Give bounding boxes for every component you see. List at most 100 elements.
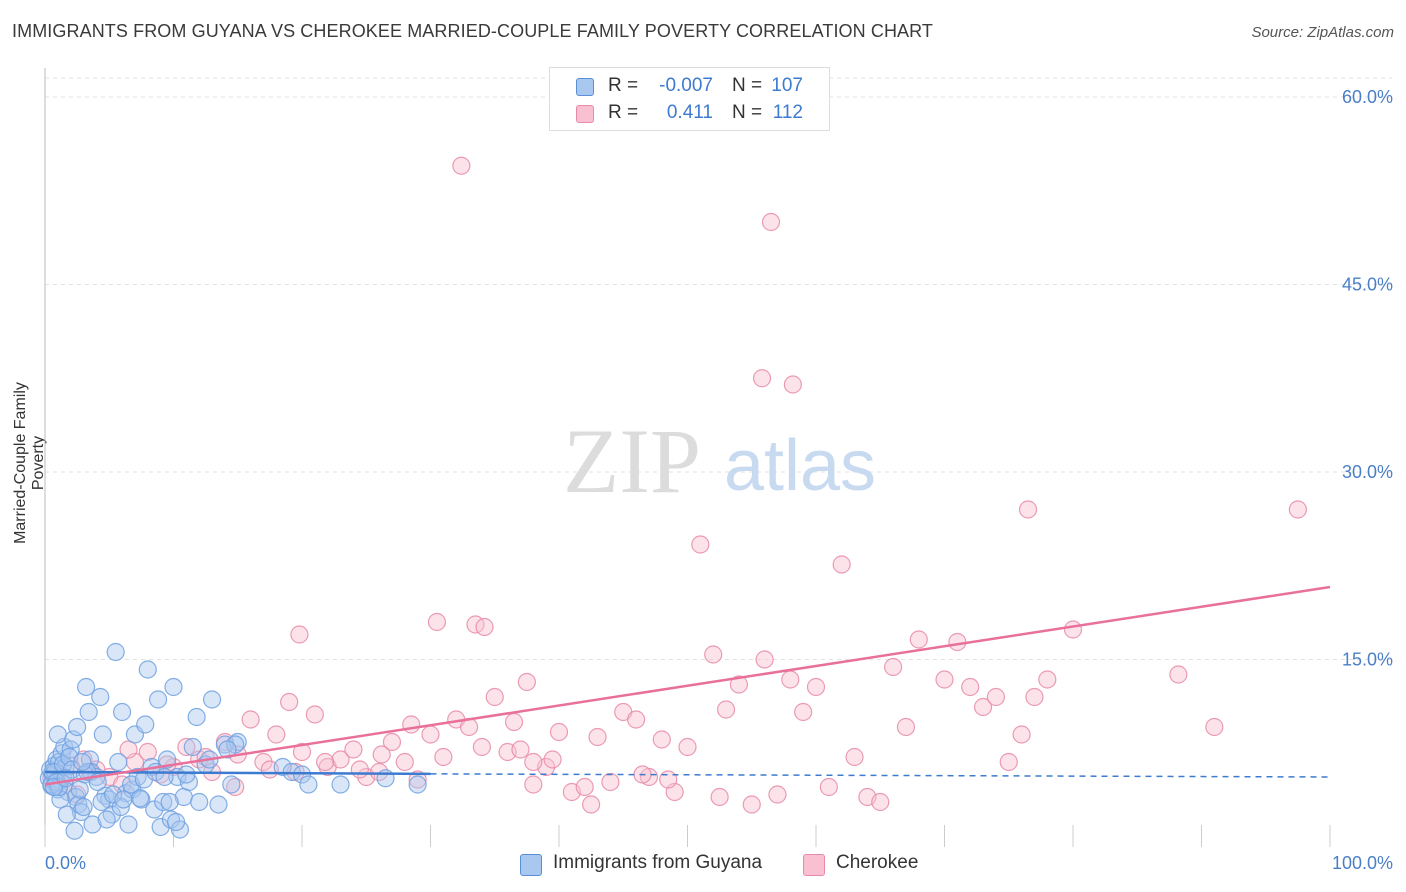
data-point-guyana (155, 767, 174, 787)
data-point-guyana (104, 785, 123, 804)
correlation-legend: R = -0.007 N = 107 R = 0.411 N = 112 (549, 67, 830, 131)
data-point-cherokee (1018, 500, 1038, 519)
data-point-guyana (136, 715, 155, 734)
data-point-cherokee (935, 670, 954, 689)
n-label: N = (732, 75, 763, 96)
data-point-cherokee (177, 737, 196, 757)
data-point-cherokee (472, 737, 491, 757)
data-point-cherokee (819, 777, 838, 797)
data-point-guyana (65, 821, 84, 840)
data-point-guyana (190, 792, 209, 812)
data-point-guyana (154, 792, 173, 812)
data-point-guyana (68, 717, 87, 737)
data-point-cherokee (909, 630, 928, 649)
watermark-zip: ZIP (563, 410, 701, 512)
data-point-cherokee (119, 740, 138, 759)
data-point-guyana (93, 725, 112, 744)
data-point-cherokee (290, 625, 309, 644)
data-point-cherokee (659, 770, 678, 789)
data-point-guyana (187, 707, 206, 727)
data-point-cherokee (752, 369, 772, 388)
watermark: ZIP atlas (563, 410, 876, 512)
r-value: -0.007 (659, 75, 713, 96)
data-point-cherokee (395, 752, 414, 772)
data-point-cherokee (948, 632, 967, 652)
data-point-guyana (57, 805, 76, 824)
legend-row-cherokee: R = 0.411 N = 112 (550, 100, 829, 126)
data-point-cherokee (678, 737, 697, 757)
y-tick-label: 15.0% (1342, 650, 1393, 670)
data-point-cherokee (267, 725, 286, 744)
data-point-cherokee (1288, 500, 1307, 519)
data-point-cherokee (601, 772, 620, 792)
n-value: 107 (771, 75, 803, 96)
tick-labels: 15.0% 30.0% 45.0% 60.0% 0.0% 100.0% (45, 87, 1393, 873)
data-point-cherokee (999, 752, 1018, 772)
data-point-cherokee (254, 752, 273, 772)
data-point-cherokee (511, 740, 530, 759)
data-point-guyana (109, 752, 128, 772)
data-point-cherokee (350, 760, 369, 779)
chart-title: IMMIGRANTS FROM GUYANA VS CHEROKEE MARRI… (12, 21, 934, 41)
data-point-guyana (83, 815, 102, 834)
data-point-cherokee (421, 725, 440, 744)
data-point-cherokee (344, 740, 363, 759)
data-point-cherokee (871, 792, 890, 812)
source-credit: Source: ZipAtlas.com (1251, 24, 1394, 41)
data-point-cherokee (716, 700, 736, 719)
data-point-cherokee (524, 752, 543, 772)
data-point-cherokee (504, 712, 524, 732)
data-point-guyana (106, 642, 125, 662)
data-point-cherokee (986, 687, 1006, 707)
x-tick-label: 100.0% (1332, 853, 1393, 873)
data-point-cherokee (768, 785, 787, 804)
n-value: 112 (772, 102, 803, 123)
data-point-guyana (160, 792, 179, 812)
data-point-cherokee (485, 687, 504, 707)
data-point-cherokee (524, 775, 543, 794)
data-point-cherokee (742, 795, 761, 814)
data-point-cherokee (241, 710, 260, 729)
data-point-cherokee (452, 156, 471, 175)
data-point-guyana (114, 790, 133, 809)
watermark-atlas: atlas (724, 426, 876, 506)
legend-label: Cherokee (836, 852, 919, 873)
swatch-guyana (520, 854, 542, 876)
data-point-guyana (132, 790, 151, 809)
data-point-cherokee (316, 752, 335, 772)
data-point-cherokee (783, 375, 802, 394)
r-value: 0.411 (666, 102, 713, 123)
data-point-cherokee (806, 677, 826, 697)
data-point-cherokee (402, 715, 421, 734)
data-point-guyana (177, 765, 196, 784)
data-point-cherokee (1012, 725, 1031, 744)
data-point-cherokee (280, 692, 299, 712)
data-point-guyana (218, 740, 237, 759)
data-point-cherokee (575, 777, 594, 797)
data-point-cherokee (626, 710, 646, 729)
gridlines (45, 77, 1392, 660)
data-point-guyana (97, 810, 116, 829)
data-point-guyana (77, 677, 96, 697)
data-point-guyana (119, 815, 138, 834)
data-point-cherokee (588, 727, 607, 747)
swatch-cherokee (803, 854, 825, 876)
data-point-guyana (299, 775, 318, 794)
data-point-cherokee (582, 795, 601, 814)
data-point-guyana (138, 660, 157, 679)
trend-line-guyana-extension (430, 773, 1331, 778)
data-point-guyana (376, 769, 395, 788)
data-point-cherokee (1025, 687, 1044, 707)
r-label: R = (608, 102, 639, 123)
data-point-cherokee (1205, 717, 1224, 737)
data-point-cherokee (652, 730, 671, 749)
data-point-cherokee (832, 555, 851, 574)
n-label: N = (732, 102, 763, 123)
data-point-guyana (73, 752, 92, 772)
data-point-guyana (157, 750, 177, 769)
data-point-guyana (408, 775, 427, 794)
data-point-cherokee (305, 705, 324, 724)
data-point-cherokee (543, 750, 562, 769)
data-point-cherokee (691, 535, 710, 554)
